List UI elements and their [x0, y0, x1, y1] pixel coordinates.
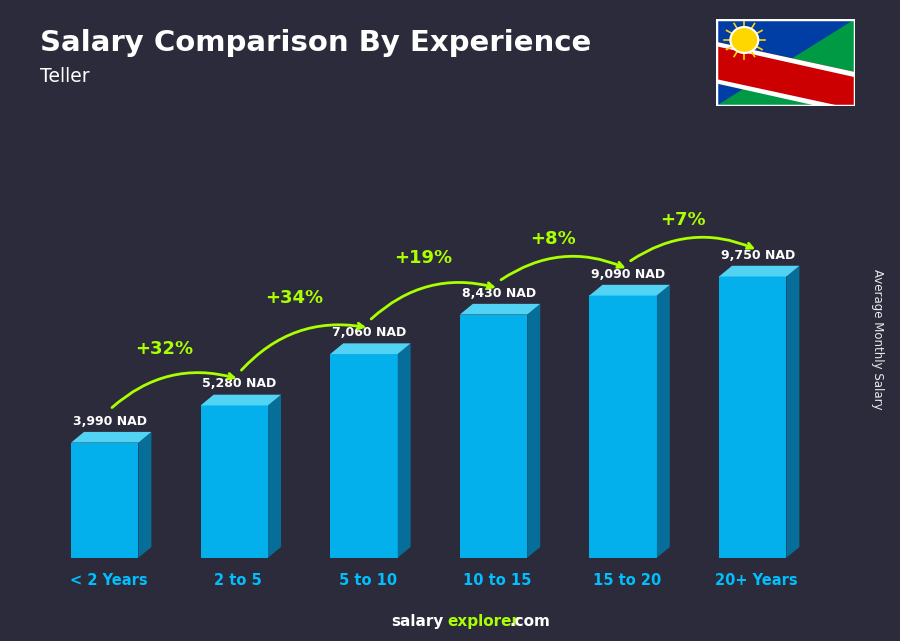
Polygon shape	[716, 42, 855, 109]
Text: 15 to 20: 15 to 20	[593, 573, 662, 588]
Text: 2 to 5: 2 to 5	[214, 573, 262, 588]
Polygon shape	[201, 405, 268, 558]
Polygon shape	[460, 315, 527, 558]
Polygon shape	[590, 296, 657, 558]
Polygon shape	[590, 285, 670, 296]
Text: +7%: +7%	[660, 212, 706, 229]
Text: +8%: +8%	[530, 230, 576, 248]
Polygon shape	[398, 344, 410, 558]
Polygon shape	[330, 344, 410, 354]
Polygon shape	[716, 79, 855, 114]
Polygon shape	[460, 304, 540, 315]
Polygon shape	[716, 19, 855, 106]
Text: .com: .com	[509, 615, 550, 629]
Text: < 2 Years: < 2 Years	[70, 573, 148, 588]
Text: 5 to 10: 5 to 10	[338, 573, 397, 588]
Polygon shape	[719, 276, 787, 558]
Polygon shape	[787, 266, 799, 558]
Text: 9,750 NAD: 9,750 NAD	[721, 249, 795, 262]
Polygon shape	[201, 395, 281, 405]
Text: Teller: Teller	[40, 67, 90, 87]
Polygon shape	[716, 42, 855, 77]
Text: 9,090 NAD: 9,090 NAD	[591, 267, 665, 281]
Text: Average Monthly Salary: Average Monthly Salary	[871, 269, 884, 410]
Polygon shape	[268, 395, 281, 558]
Text: 5,280 NAD: 5,280 NAD	[202, 378, 276, 390]
Text: 10 to 15: 10 to 15	[464, 573, 532, 588]
Text: 8,430 NAD: 8,430 NAD	[462, 287, 536, 299]
Text: +19%: +19%	[394, 249, 453, 267]
Text: explorer: explorer	[447, 615, 519, 629]
Polygon shape	[139, 432, 151, 558]
Polygon shape	[657, 285, 670, 558]
Text: Salary Comparison By Experience: Salary Comparison By Experience	[40, 29, 592, 57]
Polygon shape	[330, 354, 398, 558]
Text: 7,060 NAD: 7,060 NAD	[332, 326, 406, 339]
Circle shape	[731, 27, 759, 53]
Text: +34%: +34%	[265, 289, 323, 307]
Polygon shape	[71, 442, 139, 558]
Polygon shape	[71, 432, 151, 442]
Text: 20+ Years: 20+ Years	[716, 573, 798, 588]
Polygon shape	[716, 19, 855, 106]
Text: salary: salary	[392, 615, 444, 629]
Text: +32%: +32%	[135, 340, 194, 358]
Polygon shape	[527, 304, 540, 558]
Text: 3,990 NAD: 3,990 NAD	[73, 415, 147, 428]
Polygon shape	[719, 266, 799, 276]
